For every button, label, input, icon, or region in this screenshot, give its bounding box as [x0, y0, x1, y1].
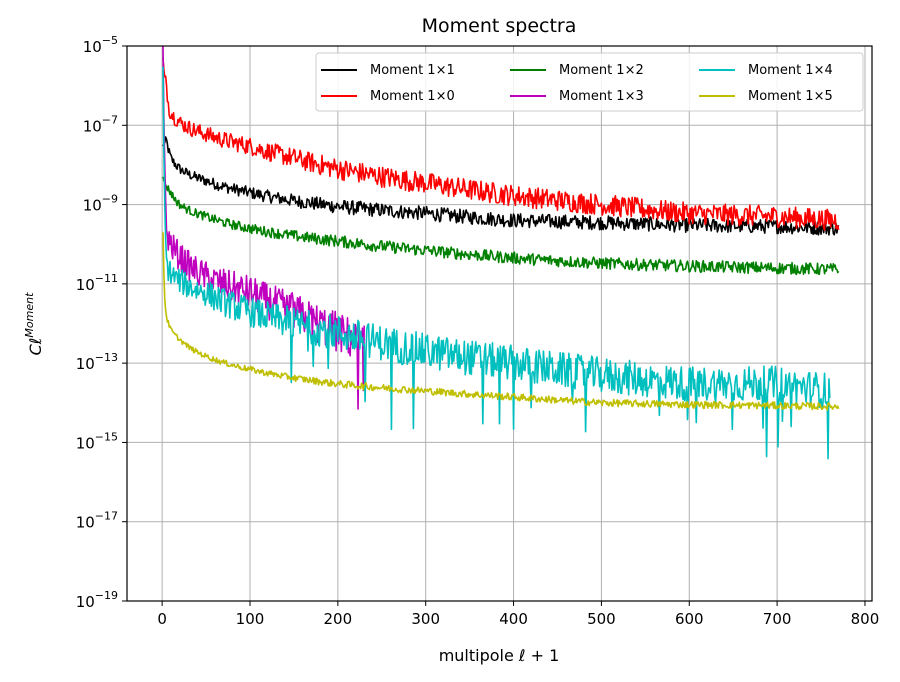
y-axis-label-main: Cℓ [26, 338, 45, 356]
plot-frame [126, 45, 873, 602]
x-tick-label: 100 [236, 610, 265, 628]
x-tick-label: 200 [324, 610, 353, 628]
series-line-2 [162, 57, 840, 231]
x-tick-label: 500 [587, 610, 616, 628]
y-tick-label: 10−11 [76, 272, 118, 294]
y-axis-label-superscript: Moment [23, 292, 36, 338]
series-line-1 [162, 136, 840, 236]
legend-label: Moment 1×0 [370, 89, 455, 104]
y-tick-label: 10−13 [76, 351, 118, 373]
x-tick-label: 700 [763, 610, 792, 628]
x-axis-label: multipole ℓ + 1 [439, 646, 560, 665]
legend-label: Moment 1×3 [559, 89, 644, 104]
x-tick-label: 600 [675, 610, 704, 628]
x-tick-label: 0 [157, 610, 167, 628]
y-tick-label: 10−15 [76, 430, 118, 452]
y-tick-label: 10−7 [83, 113, 118, 135]
x-axis-ticks: 0 100 200 300 400 500 600 700 800 [157, 601, 879, 628]
x-tick-label: 800 [851, 610, 880, 628]
y-axis-label: CℓMoment [23, 292, 45, 355]
legend-label: Moment 1×4 [748, 63, 833, 78]
y-tick-label: 10−9 [83, 193, 118, 215]
y-axis-ticks: 10−19 10−17 10−15 10−13 10−11 10−9 10−7 10−5 [76, 34, 127, 611]
x-tick-label: 400 [499, 610, 528, 628]
y-tick-label: 10−17 [76, 510, 118, 532]
series-line-6 [162, 232, 840, 411]
chart-title: Moment spectra [422, 15, 577, 37]
y-tick-label: 10−5 [83, 34, 118, 56]
legend-label: Moment 1×2 [559, 63, 644, 78]
legend-label: Moment 1×1 [370, 63, 455, 78]
x-tick-label: 300 [411, 610, 440, 628]
legend: Moment 1×1 Moment 1×0 Moment 1×2 Moment 1×3… [315, 52, 864, 112]
series-lines [162, 46, 840, 460]
series-line-3 [162, 176, 840, 276]
legend-label: Moment 1×5 [748, 89, 833, 104]
series-line-5 [162, 66, 831, 460]
y-tick-label: 10−19 [76, 589, 118, 611]
